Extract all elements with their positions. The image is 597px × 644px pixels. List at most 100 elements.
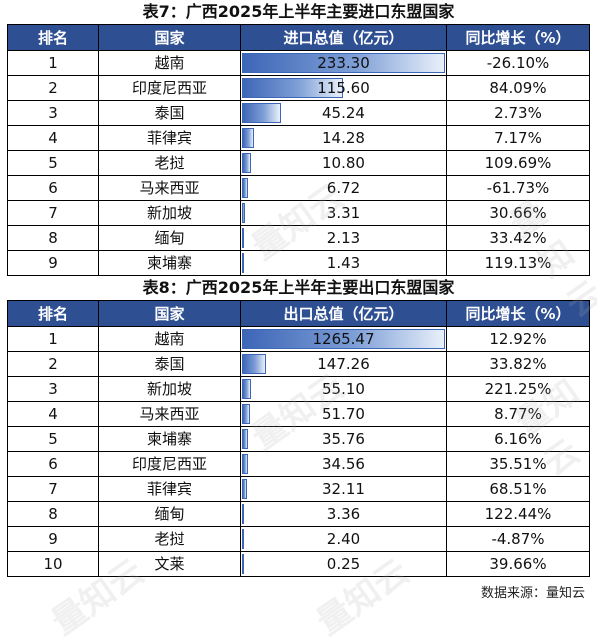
value-cell: 32.11: [240, 476, 447, 502]
header-rank: 排名: [7, 24, 99, 51]
value-label: 3.31: [326, 204, 361, 222]
growth-cell: 6.16%: [446, 426, 590, 452]
value-cell: 115.60: [240, 75, 447, 101]
header-growth: 同比增长（%）: [446, 24, 590, 51]
growth-cell: -26.10%: [446, 50, 590, 76]
value-label: 1.43: [326, 254, 361, 272]
country-cell: 老挝: [98, 526, 241, 552]
growth-cell: 7.17%: [446, 125, 590, 151]
value-label: 115.60: [317, 79, 370, 97]
table-row: 1 越南 233.30 -26.10%: [7, 50, 590, 76]
value-label: 3.36: [326, 505, 361, 523]
header-rank: 排名: [7, 300, 99, 327]
table-row: 8 缅甸 3.36 122.44%: [7, 501, 590, 527]
rank-cell: 3: [7, 376, 99, 402]
table-row: 1 越南 1265.47 12.92%: [7, 326, 590, 352]
growth-cell: -61.73%: [446, 175, 590, 201]
value-label: 2.40: [326, 530, 361, 548]
growth-cell: 30.66%: [446, 200, 590, 226]
value-label: 1265.47: [312, 330, 375, 348]
data-source: 数据来源：量知云: [480, 586, 585, 601]
data-bar: [242, 404, 250, 424]
value-cell: 3.31: [240, 200, 447, 226]
rank-cell: 8: [7, 225, 99, 251]
country-cell: 马来西亚: [98, 175, 241, 201]
data-bar: [242, 103, 281, 123]
value-cell: 1265.47: [240, 326, 447, 352]
growth-cell: 33.42%: [446, 225, 590, 251]
import-table: 排名 国家 进口总值（亿元） 同比增长（%） 1 越南 233.30 -26.10% 2…: [7, 24, 590, 276]
rank-cell: 9: [7, 250, 99, 276]
value-label: 45.24: [322, 104, 365, 122]
data-bar: [242, 379, 251, 399]
data-bar: [242, 78, 343, 98]
data-bar: [242, 479, 247, 499]
table-row: 5 柬埔寨 35.76 6.16%: [7, 426, 590, 452]
value-cell: 233.30: [240, 50, 447, 76]
export-table-header: 排名 国家 出口总值（亿元） 同比增长（%）: [7, 300, 590, 327]
value-cell: 45.24: [240, 100, 447, 126]
value-label: 0.25: [326, 555, 361, 573]
country-cell: 越南: [98, 326, 241, 352]
value-label: 32.11: [322, 480, 365, 498]
growth-cell: 8.77%: [446, 401, 590, 427]
table-row: 7 新加坡 3.31 30.66%: [7, 200, 590, 226]
rank-cell: 9: [7, 526, 99, 552]
growth-cell: 68.51%: [446, 476, 590, 502]
country-cell: 老挝: [98, 150, 241, 176]
data-bar: [242, 329, 445, 349]
data-bar: [242, 178, 248, 198]
rank-cell: 1: [7, 50, 99, 76]
value-label: 6.72: [326, 179, 361, 197]
value-cell: 6.72: [240, 175, 447, 201]
value-label: 55.10: [322, 380, 365, 398]
value-cell: 34.56: [240, 451, 447, 477]
rank-cell: 10: [7, 551, 99, 577]
header-growth: 同比增长（%）: [446, 300, 590, 327]
growth-cell: 84.09%: [446, 75, 590, 101]
rank-cell: 4: [7, 125, 99, 151]
value-cell: 0.25: [240, 551, 447, 577]
rank-cell: 5: [7, 150, 99, 176]
table-row: 3 泰国 45.24 2.73%: [7, 100, 590, 126]
data-bar: [242, 128, 254, 148]
growth-cell: 119.13%: [446, 250, 590, 276]
country-cell: 泰国: [98, 351, 241, 377]
header-export-value: 出口总值（亿元）: [240, 300, 447, 327]
country-cell: 泰国: [98, 100, 241, 126]
table-row: 4 马来西亚 51.70 8.77%: [7, 401, 590, 427]
growth-cell: 122.44%: [446, 501, 590, 527]
header-import-value: 进口总值（亿元）: [240, 24, 447, 51]
data-bar: [242, 354, 266, 374]
table-row: 7 菲律宾 32.11 68.51%: [7, 476, 590, 502]
value-label: 51.70: [322, 405, 365, 423]
growth-cell: 221.25%: [446, 376, 590, 402]
country-cell: 新加坡: [98, 376, 241, 402]
value-cell: 35.76: [240, 426, 447, 452]
value-cell: 2.40: [240, 526, 447, 552]
table-row: 4 菲律宾 14.28 7.17%: [7, 125, 590, 151]
growth-cell: -4.87%: [446, 526, 590, 552]
rank-cell: 6: [7, 451, 99, 477]
table-row: 10 文莱 0.25 39.66%: [7, 551, 590, 577]
value-label: 35.76: [322, 430, 365, 448]
value-cell: 51.70: [240, 401, 447, 427]
import-table-header: 排名 国家 进口总值（亿元） 同比增长（%）: [7, 24, 590, 51]
value-label: 14.28: [322, 129, 365, 147]
table-row: 6 马来西亚 6.72 -61.73%: [7, 175, 590, 201]
country-cell: 柬埔寨: [98, 426, 241, 452]
country-cell: 缅甸: [98, 225, 241, 251]
table-row: 5 老挝 10.80 109.69%: [7, 150, 590, 176]
value-label: 34.56: [322, 455, 365, 473]
rank-cell: 2: [7, 75, 99, 101]
growth-cell: 2.73%: [446, 100, 590, 126]
country-cell: 柬埔寨: [98, 250, 241, 276]
value-label: 147.26: [317, 355, 370, 373]
value-cell: 14.28: [240, 125, 447, 151]
data-bar: [242, 153, 251, 173]
growth-cell: 12.92%: [446, 326, 590, 352]
data-bar: [242, 504, 244, 524]
growth-cell: 35.51%: [446, 451, 590, 477]
table-row: 9 老挝 2.40 -4.87%: [7, 526, 590, 552]
country-cell: 马来西亚: [98, 401, 241, 427]
